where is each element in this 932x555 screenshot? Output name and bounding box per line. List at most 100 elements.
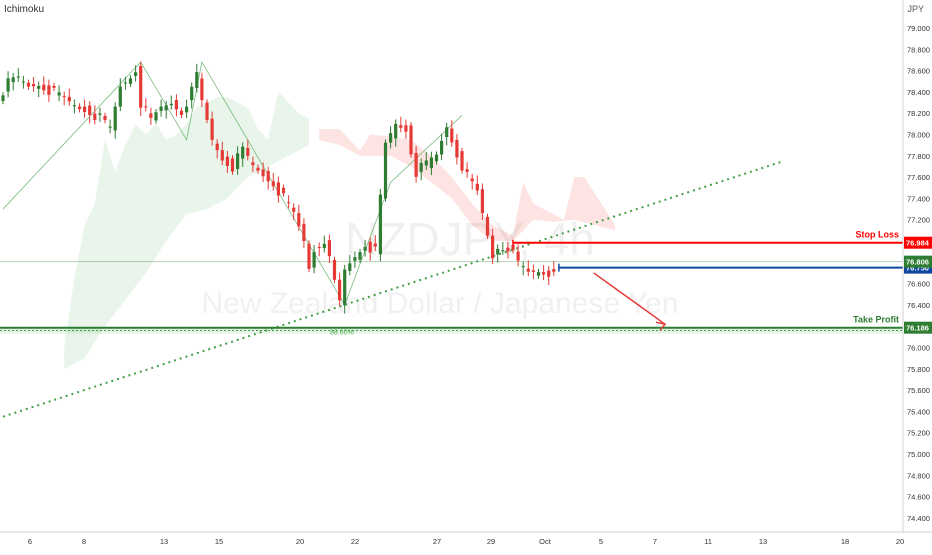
candle-body (470, 178, 474, 182)
candle-body (307, 243, 311, 269)
candle-body (256, 167, 260, 171)
y-tick-label: 74.800 (907, 471, 930, 480)
candle-body (123, 82, 127, 84)
candle-body (368, 241, 372, 253)
candle-body (134, 72, 138, 76)
candle-body (210, 118, 214, 140)
candle-body (292, 207, 296, 212)
candle-body (440, 140, 444, 155)
candle-body (506, 247, 510, 252)
candle-body (404, 125, 408, 132)
target-arrow-shaft (593, 272, 666, 325)
current-price-tag-label: 76.806 (906, 258, 929, 267)
candle-body (465, 169, 469, 172)
y-tick-label: 75.600 (907, 386, 930, 395)
candle-body (16, 76, 20, 78)
candle-body (271, 181, 275, 187)
candle-body (343, 269, 347, 306)
candle-body (383, 142, 388, 199)
candle-body (47, 85, 51, 95)
candle-body (108, 126, 112, 128)
indicator-label[interactable]: Ichimoku (4, 4, 45, 15)
candle-body (353, 257, 357, 261)
target-arrow-head (655, 321, 667, 331)
candle-body (297, 213, 301, 227)
currency-label: JPY (907, 4, 924, 14)
x-tick-label: 13 (160, 537, 168, 546)
candle-body (414, 153, 418, 177)
candle-body (394, 123, 398, 139)
candle-body (480, 189, 484, 214)
candle-body (378, 194, 382, 255)
candle-body (185, 106, 189, 113)
candle-body (225, 156, 229, 167)
x-tick-label: 7 (653, 537, 657, 546)
candle-body (220, 150, 224, 161)
candle-body (83, 106, 87, 113)
candle-body (57, 92, 61, 96)
candle-body (215, 143, 219, 151)
x-tick-label: 11 (704, 537, 712, 546)
y-tick-label: 75.200 (907, 429, 930, 438)
candle-body (88, 105, 92, 115)
candle-body (169, 103, 173, 106)
y-tick-label: 76.600 (907, 280, 930, 289)
y-tick-label: 76.400 (907, 301, 930, 310)
watermark-name: New Zealand Dollar / Japanese Yen (202, 287, 679, 320)
candle-body (547, 270, 551, 277)
candle-body (62, 96, 66, 98)
cloud-bearish (319, 129, 615, 241)
candle-body (373, 243, 377, 247)
candle-body (511, 245, 515, 251)
candle-body (37, 85, 41, 89)
trendline (2, 160, 784, 418)
candle-body (327, 240, 331, 257)
candle-body (536, 272, 541, 276)
candle-body (266, 171, 270, 182)
candle-body (159, 106, 163, 111)
candle-body (358, 252, 362, 260)
y-tick-label: 75.800 (907, 365, 930, 374)
y-tick-label: 77.200 (907, 216, 930, 225)
y-tick-label: 76.000 (907, 344, 930, 353)
candle-body (72, 105, 76, 107)
candle-body (77, 106, 82, 110)
watermark-symbol: NZDJPY, 4h (345, 213, 595, 265)
y-tick-label: 78.000 (907, 131, 930, 140)
candle-body (496, 248, 500, 255)
candle-body (434, 154, 439, 162)
candle-body (1, 95, 5, 102)
price-tag-stop (904, 236, 932, 249)
candle-body (205, 102, 209, 120)
candle-body (236, 153, 240, 170)
price-tag-label-stop: 76.984 (906, 239, 930, 248)
candle-body (251, 162, 255, 166)
candle-body (516, 251, 520, 261)
price-axis-bg (903, 0, 932, 550)
candle-body (11, 77, 15, 83)
y-tick-label: 79.000 (907, 24, 930, 33)
level-label-stop: Stop Loss (855, 230, 899, 240)
candle-body (302, 223, 306, 241)
candle-body (317, 246, 321, 249)
candle-body (200, 78, 204, 100)
candle-body (552, 269, 556, 272)
candle-body (144, 106, 148, 108)
candle-body (542, 272, 546, 275)
candle-body (445, 127, 449, 138)
candle-body (93, 113, 97, 120)
x-tick-label: 6 (28, 537, 32, 546)
level-label-take_profit: Take Profit (853, 315, 899, 325)
x-tick-label: 5 (599, 537, 603, 546)
price-tag-label-entry: 76.750 (906, 264, 929, 273)
candle-body (164, 105, 168, 111)
y-tick-label: 78.400 (907, 88, 930, 97)
y-tick-label: 78.800 (907, 45, 930, 54)
x-tick-label: 20 (896, 537, 904, 546)
candle-body (195, 72, 199, 89)
candle-body (179, 110, 184, 115)
fib-label: 88.60% (330, 329, 354, 336)
candle-body (312, 252, 316, 268)
